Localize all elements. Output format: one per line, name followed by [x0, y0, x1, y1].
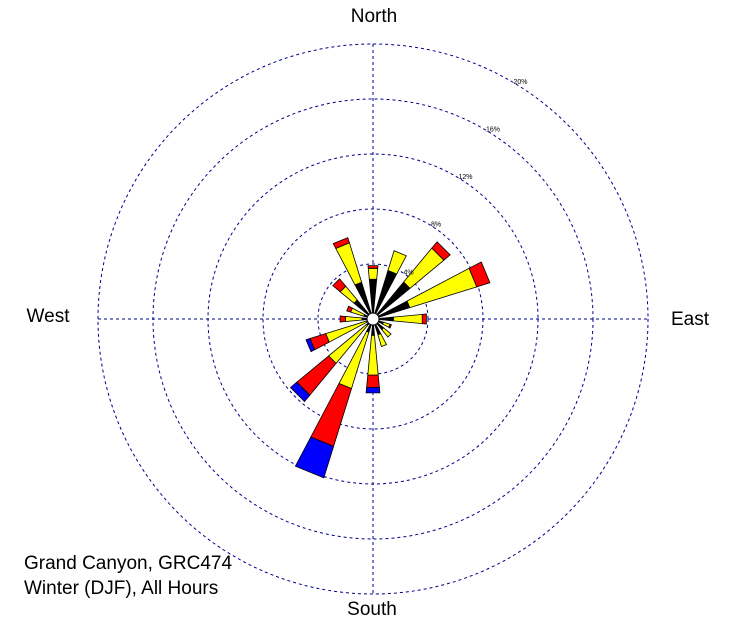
petal-ese-b3: [388, 323, 392, 329]
petal-ne-b3: [431, 241, 451, 261]
petal-e-b2: [393, 313, 423, 325]
calm-center-circle: [366, 312, 380, 326]
petal-w-b2: [345, 316, 363, 322]
petal-ssw-b3: [310, 382, 352, 447]
west-label: West: [27, 306, 71, 327]
petal-nne-b2: [387, 250, 407, 275]
petal-s-b2: [367, 334, 379, 376]
petal-se-b2: [381, 327, 392, 338]
petal-s-b4: [365, 387, 381, 394]
south-label: South: [347, 599, 397, 620]
petal-n-b3: [367, 265, 379, 269]
ring-label-4: 4%: [404, 269, 414, 276]
ring-label-12: 12%: [459, 174, 473, 181]
petal-s-b3: [366, 374, 380, 388]
north-label: North: [351, 6, 397, 27]
petal-ssw-b4: [294, 436, 335, 479]
petal-e-b3: [421, 313, 427, 325]
petal-sse-b2: [377, 333, 388, 348]
petal-wnw-b3: [346, 305, 353, 313]
wind-petals: [289, 237, 491, 479]
petal-sw-b4: [289, 381, 311, 403]
petal-ene-b3: [468, 261, 491, 288]
petal-nw-b3: [332, 278, 347, 293]
petal-nnw-b3: [332, 237, 350, 250]
ring-labels: 4% 8% 12% 16% 20%: [404, 79, 528, 277]
ring-20: [97, 43, 649, 595]
ring-label-16: 16%: [486, 126, 500, 133]
petal-n-b2: [367, 267, 379, 280]
caption-station: Grand Canyon, GRC474: [24, 553, 233, 574]
east-label: East: [671, 309, 710, 330]
petal-wsw-b4: [305, 338, 316, 353]
compass-axes: [98, 44, 648, 594]
petal-w-b3: [339, 315, 347, 323]
caption-period: Winter (DJF), All Hours: [24, 578, 219, 599]
ring-label-8: 8%: [431, 222, 441, 229]
ring-label-20: 20%: [514, 79, 528, 86]
